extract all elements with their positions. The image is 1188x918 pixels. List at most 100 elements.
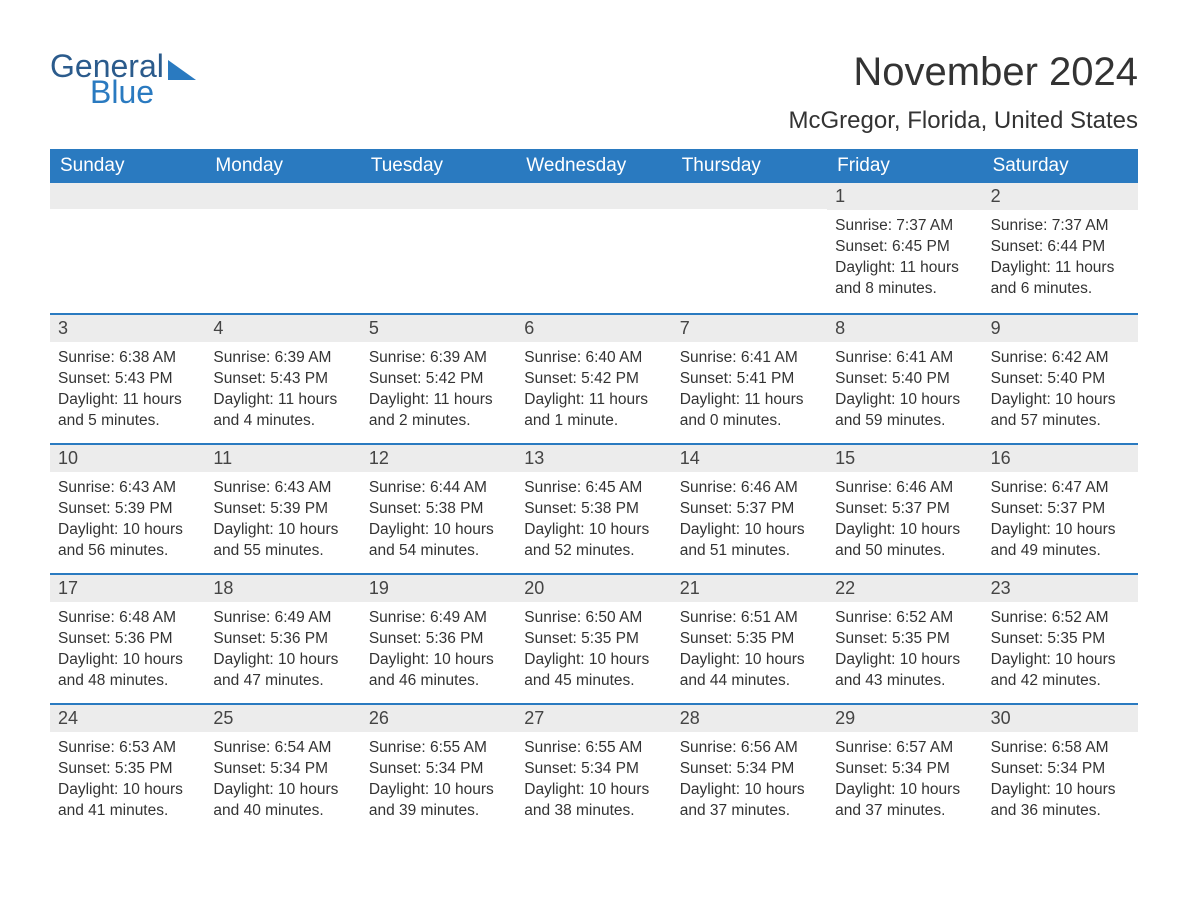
sunrise-text: Sunrise: 6:55 AM xyxy=(369,738,508,759)
sunrise-text: Sunrise: 6:58 AM xyxy=(991,738,1130,759)
day-cell: 1Sunrise: 7:37 AMSunset: 6:45 PMDaylight… xyxy=(827,183,982,313)
daylight-text: Daylight: 11 hours and 2 minutes. xyxy=(369,390,508,432)
day-cell: 5Sunrise: 6:39 AMSunset: 5:42 PMDaylight… xyxy=(361,315,516,443)
sunrise-text: Sunrise: 6:48 AM xyxy=(58,608,197,629)
calendar-week: 17Sunrise: 6:48 AMSunset: 5:36 PMDayligh… xyxy=(50,573,1138,703)
day-cell xyxy=(516,183,671,313)
day-details: Sunrise: 6:53 AMSunset: 5:35 PMDaylight:… xyxy=(50,732,205,832)
day-number: 8 xyxy=(827,315,982,342)
sunrise-text: Sunrise: 6:53 AM xyxy=(58,738,197,759)
day-cell: 27Sunrise: 6:55 AMSunset: 5:34 PMDayligh… xyxy=(516,705,671,833)
daylight-text: Daylight: 10 hours and 40 minutes. xyxy=(213,780,352,822)
location-subtitle: McGregor, Florida, United States xyxy=(789,107,1138,135)
day-number: 16 xyxy=(983,445,1138,472)
sunrise-text: Sunrise: 6:49 AM xyxy=(213,608,352,629)
sunset-text: Sunset: 5:38 PM xyxy=(369,499,508,520)
daylight-text: Daylight: 10 hours and 44 minutes. xyxy=(680,650,819,692)
sunrise-text: Sunrise: 6:41 AM xyxy=(680,348,819,369)
day-details: Sunrise: 6:49 AMSunset: 5:36 PMDaylight:… xyxy=(205,602,360,702)
day-cell: 22Sunrise: 6:52 AMSunset: 5:35 PMDayligh… xyxy=(827,575,982,703)
day-number: 15 xyxy=(827,445,982,472)
sunset-text: Sunset: 5:36 PM xyxy=(369,629,508,650)
day-cell xyxy=(205,183,360,313)
day-details: Sunrise: 7:37 AMSunset: 6:44 PMDaylight:… xyxy=(983,210,1138,310)
day-number: 19 xyxy=(361,575,516,602)
sunrise-text: Sunrise: 6:45 AM xyxy=(524,478,663,499)
day-number: 11 xyxy=(205,445,360,472)
day-details xyxy=(672,209,827,289)
calendar-week: 3Sunrise: 6:38 AMSunset: 5:43 PMDaylight… xyxy=(50,313,1138,443)
day-cell: 7Sunrise: 6:41 AMSunset: 5:41 PMDaylight… xyxy=(672,315,827,443)
day-details: Sunrise: 6:38 AMSunset: 5:43 PMDaylight:… xyxy=(50,342,205,442)
day-number: 12 xyxy=(361,445,516,472)
day-number: 21 xyxy=(672,575,827,602)
daylight-text: Daylight: 10 hours and 48 minutes. xyxy=(58,650,197,692)
day-cell: 11Sunrise: 6:43 AMSunset: 5:39 PMDayligh… xyxy=(205,445,360,573)
daylight-text: Daylight: 10 hours and 38 minutes. xyxy=(524,780,663,822)
daylight-text: Daylight: 11 hours and 4 minutes. xyxy=(213,390,352,432)
day-details: Sunrise: 7:37 AMSunset: 6:45 PMDaylight:… xyxy=(827,210,982,310)
calendar-week: 10Sunrise: 6:43 AMSunset: 5:39 PMDayligh… xyxy=(50,443,1138,573)
daylight-text: Daylight: 10 hours and 36 minutes. xyxy=(991,780,1130,822)
day-cell: 29Sunrise: 6:57 AMSunset: 5:34 PMDayligh… xyxy=(827,705,982,833)
day-details: Sunrise: 6:44 AMSunset: 5:38 PMDaylight:… xyxy=(361,472,516,572)
day-number: 13 xyxy=(516,445,671,472)
sunset-text: Sunset: 5:34 PM xyxy=(524,759,663,780)
sunrise-text: Sunrise: 6:56 AM xyxy=(680,738,819,759)
day-cell: 15Sunrise: 6:46 AMSunset: 5:37 PMDayligh… xyxy=(827,445,982,573)
logo-text-blue: Blue xyxy=(90,76,164,108)
sunset-text: Sunset: 5:39 PM xyxy=(213,499,352,520)
weekday-label: Wednesday xyxy=(516,149,671,183)
sunrise-text: Sunrise: 6:52 AM xyxy=(835,608,974,629)
sunset-text: Sunset: 5:40 PM xyxy=(991,369,1130,390)
sunset-text: Sunset: 5:34 PM xyxy=(835,759,974,780)
day-number: 24 xyxy=(50,705,205,732)
daylight-text: Daylight: 10 hours and 57 minutes. xyxy=(991,390,1130,432)
title-block: November 2024 McGregor, Florida, United … xyxy=(789,50,1138,135)
weekday-label: Friday xyxy=(827,149,982,183)
sunrise-text: Sunrise: 6:54 AM xyxy=(213,738,352,759)
daylight-text: Daylight: 10 hours and 47 minutes. xyxy=(213,650,352,692)
sunset-text: Sunset: 5:37 PM xyxy=(835,499,974,520)
day-cell: 13Sunrise: 6:45 AMSunset: 5:38 PMDayligh… xyxy=(516,445,671,573)
sunrise-text: Sunrise: 6:44 AM xyxy=(369,478,508,499)
sunrise-text: Sunrise: 6:39 AM xyxy=(213,348,352,369)
sunset-text: Sunset: 5:36 PM xyxy=(58,629,197,650)
calendar-week: 24Sunrise: 6:53 AMSunset: 5:35 PMDayligh… xyxy=(50,703,1138,833)
sunrise-text: Sunrise: 6:41 AM xyxy=(835,348,974,369)
sunset-text: Sunset: 5:34 PM xyxy=(991,759,1130,780)
page-header: General Blue November 2024 McGregor, Flo… xyxy=(50,50,1138,135)
day-number: 2 xyxy=(983,183,1138,210)
day-details: Sunrise: 6:49 AMSunset: 5:36 PMDaylight:… xyxy=(361,602,516,702)
day-number: 20 xyxy=(516,575,671,602)
day-details: Sunrise: 6:48 AMSunset: 5:36 PMDaylight:… xyxy=(50,602,205,702)
day-cell xyxy=(361,183,516,313)
day-details xyxy=(50,209,205,289)
day-details: Sunrise: 6:58 AMSunset: 5:34 PMDaylight:… xyxy=(983,732,1138,832)
day-cell: 18Sunrise: 6:49 AMSunset: 5:36 PMDayligh… xyxy=(205,575,360,703)
sunset-text: Sunset: 5:40 PM xyxy=(835,369,974,390)
daylight-text: Daylight: 10 hours and 41 minutes. xyxy=(58,780,197,822)
sunrise-text: Sunrise: 6:43 AM xyxy=(58,478,197,499)
day-details: Sunrise: 6:46 AMSunset: 5:37 PMDaylight:… xyxy=(827,472,982,572)
daylight-text: Daylight: 10 hours and 52 minutes. xyxy=(524,520,663,562)
sunset-text: Sunset: 5:43 PM xyxy=(213,369,352,390)
day-details: Sunrise: 6:39 AMSunset: 5:43 PMDaylight:… xyxy=(205,342,360,442)
daylight-text: Daylight: 10 hours and 46 minutes. xyxy=(369,650,508,692)
logo: General Blue xyxy=(50,50,196,108)
weekday-label: Tuesday xyxy=(361,149,516,183)
day-number: 17 xyxy=(50,575,205,602)
day-cell: 14Sunrise: 6:46 AMSunset: 5:37 PMDayligh… xyxy=(672,445,827,573)
sunrise-text: Sunrise: 6:51 AM xyxy=(680,608,819,629)
daylight-text: Daylight: 11 hours and 5 minutes. xyxy=(58,390,197,432)
day-cell: 6Sunrise: 6:40 AMSunset: 5:42 PMDaylight… xyxy=(516,315,671,443)
daylight-text: Daylight: 11 hours and 6 minutes. xyxy=(991,258,1130,300)
day-cell: 21Sunrise: 6:51 AMSunset: 5:35 PMDayligh… xyxy=(672,575,827,703)
day-cell: 19Sunrise: 6:49 AMSunset: 5:36 PMDayligh… xyxy=(361,575,516,703)
day-details: Sunrise: 6:51 AMSunset: 5:35 PMDaylight:… xyxy=(672,602,827,702)
daylight-text: Daylight: 10 hours and 55 minutes. xyxy=(213,520,352,562)
sunset-text: Sunset: 5:35 PM xyxy=(835,629,974,650)
daylight-text: Daylight: 11 hours and 8 minutes. xyxy=(835,258,974,300)
logo-triangle-icon xyxy=(168,60,196,80)
day-number: 3 xyxy=(50,315,205,342)
